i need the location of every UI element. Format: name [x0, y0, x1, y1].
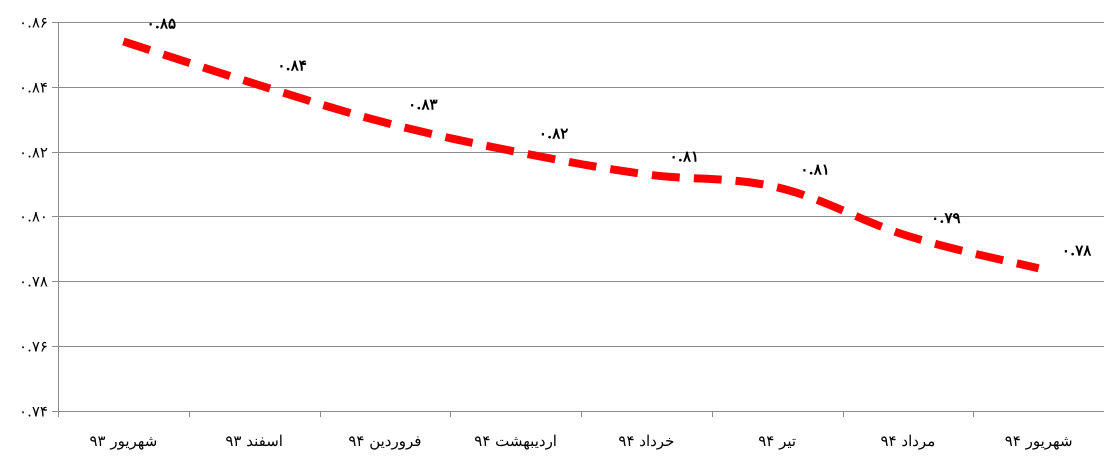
x-tick-label: شهریور ۹۴: [1005, 432, 1073, 450]
series-layer: [122, 37, 1040, 273]
data-label: ۰.۸۳: [408, 95, 437, 113]
data-label: ۰.۸۱: [800, 160, 829, 178]
data-label: ۰.۷۸: [1062, 241, 1092, 259]
data-label: ۰.۸۲: [539, 125, 568, 143]
y-tick-label: ۰.۸۰: [19, 208, 48, 226]
y-tick-label: ۰.۷۶: [19, 338, 48, 356]
data-label: ۰.۷۹: [931, 209, 960, 227]
data-label: ۰.۸۴: [277, 57, 306, 75]
x-tick-label: اردیبهشت ۹۴: [474, 432, 557, 450]
label-layer: شهریور ۹۳ اسفند ۹۳ فروردین ۹۴ اردیبهشت ۹۴ خر…: [89, 14, 1092, 450]
x-tick-label: تیر ۹۴: [758, 432, 796, 450]
x-tick-label: مرداد ۹۴: [881, 432, 936, 450]
x-tick-label: فروردین ۹۴: [348, 432, 421, 450]
y-tick-label: ۰.۷۸: [19, 273, 48, 291]
x-tick-label: اسفند ۹۳: [225, 432, 283, 450]
series-line: [122, 37, 1040, 273]
x-tick-label: شهریور ۹۳: [89, 432, 157, 450]
grid-layer: [58, 22, 1104, 347]
data-label: ۰.۸۱: [670, 147, 699, 165]
y-tick-label: ۰.۸۲: [19, 144, 48, 162]
x-tick-label: خرداد ۹۴: [618, 432, 674, 450]
y-tick-label: ۰.۸۶: [19, 14, 48, 32]
data-label: ۰.۸۵: [147, 14, 176, 32]
axis-layer: ۰.۸۶ ۰.۸۴ ۰.۸۲ ۰.۸۰ ۰.۷۸ ۰.۷۶ ۰.۷۴: [19, 14, 1104, 421]
y-tick-label: ۰.۷۴: [19, 403, 48, 421]
y-tick-label: ۰.۸۴: [19, 79, 48, 97]
